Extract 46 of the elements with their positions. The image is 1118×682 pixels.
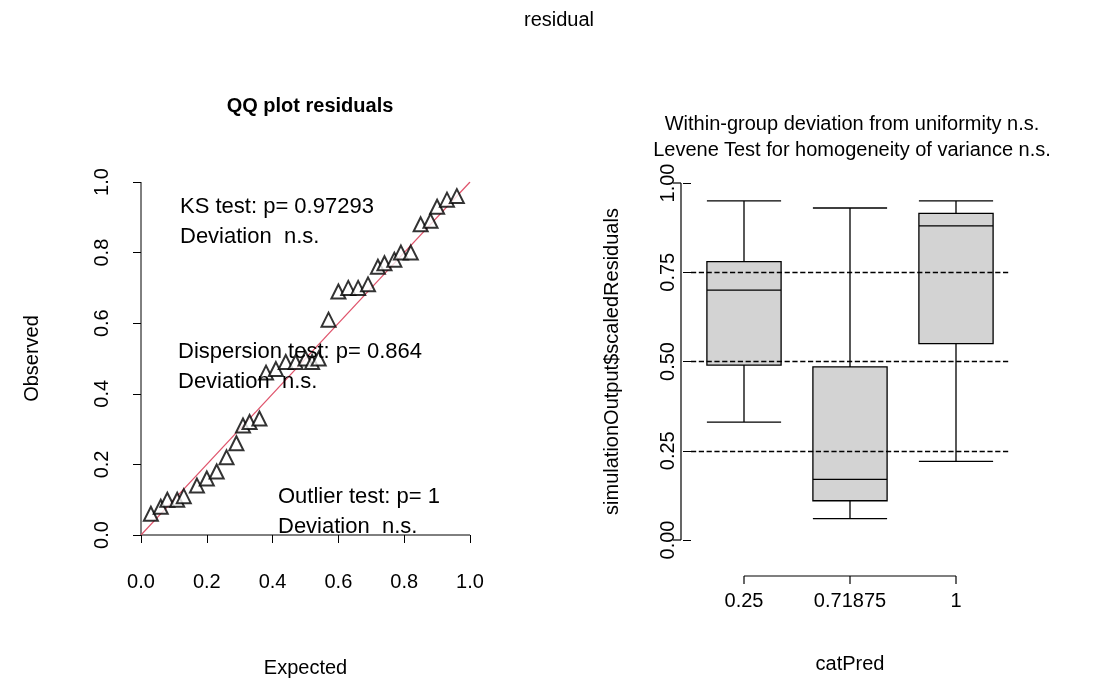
- point: [350, 279, 367, 296]
- x-tick-label: 0.0: [127, 570, 155, 592]
- y-tick-label: 0.25: [656, 431, 678, 471]
- x-tick-label: 0.71875: [813, 589, 887, 611]
- annotation: Outlier test: p= 1 Deviation n.s.: [278, 482, 441, 538]
- x-tick-label: 0.2: [192, 570, 221, 592]
- point: [438, 191, 455, 208]
- y-tick-label: 0.2: [90, 450, 112, 479]
- x-tick-label: 0.8: [390, 570, 419, 592]
- y-tick-label: 1.00: [656, 163, 678, 203]
- y-tick-label: 0.4: [90, 379, 112, 408]
- point: [208, 463, 225, 480]
- point: [251, 410, 268, 427]
- point: [402, 244, 419, 261]
- point: [188, 477, 205, 494]
- y-tick-label: 0.0: [90, 521, 112, 549]
- point: [320, 311, 337, 328]
- y-axis-title: Observed: [20, 315, 42, 402]
- y-tick-label: 0.6: [90, 309, 112, 338]
- y-tick-label: 0.00: [656, 520, 678, 560]
- chart-title: Within-group deviation from uniformity n.s.: [664, 112, 1040, 134]
- point: [360, 276, 377, 293]
- y-tick-label: 0.75: [656, 252, 678, 292]
- y-tick-label: 1.0: [90, 168, 112, 196]
- y-tick-label: 0.8: [90, 238, 112, 267]
- point: [198, 470, 215, 487]
- point: [175, 488, 192, 505]
- chart-title: QQ plot residuals: [226, 94, 394, 116]
- x-tick-label: 1.0: [456, 570, 484, 592]
- x-tick-label: 0.25: [724, 589, 764, 611]
- y-axis-title: simulationOutput$scaledResiduals: [600, 208, 622, 515]
- chart-subtitle: Levene Test for homogeneity of variance n.s.: [653, 138, 1051, 160]
- point: [448, 188, 465, 205]
- point: [422, 212, 439, 229]
- annotation: KS test: p= 0.97293 Deviation n.s.: [180, 192, 374, 248]
- point: [142, 505, 159, 522]
- x-axis-title: Expected: [263, 656, 348, 678]
- point: [218, 449, 235, 466]
- x-tick-label: 1: [950, 589, 962, 611]
- text: residual: [522, 8, 595, 31]
- x-tick-label: 0.4: [258, 570, 287, 592]
- x-axis-title: catPred: [815, 652, 885, 674]
- point: [228, 435, 245, 452]
- y-tick-label: 0.50: [656, 342, 678, 381]
- point: [429, 198, 446, 215]
- x-tick-label: 0.6: [324, 570, 353, 592]
